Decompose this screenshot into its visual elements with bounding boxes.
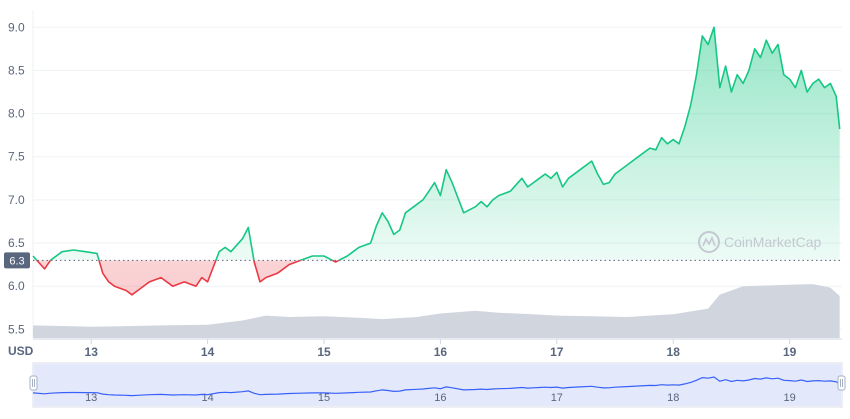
coinmarketcap-logo-mark xyxy=(702,236,716,247)
volume-shape xyxy=(33,284,840,338)
navigator-tick-label: 15 xyxy=(318,392,330,404)
navigator-tick-label: 18 xyxy=(667,392,679,404)
x-axis: 13 14 15 16 17 18 19 xyxy=(33,338,842,359)
navigator-tick-label: 13 xyxy=(85,392,97,404)
volume-area xyxy=(33,284,840,338)
range-navigator[interactable]: 13 14 15 16 17 18 19 xyxy=(29,362,846,408)
price-line-down xyxy=(35,260,341,296)
baseline-tag-box xyxy=(4,252,30,269)
y-tick-label: 9.0 xyxy=(8,20,25,34)
x-tick-label: 14 xyxy=(201,345,215,359)
watermark-text: CoinMarketCap xyxy=(724,234,821,250)
y-tick-label: 6.0 xyxy=(8,279,25,293)
navigator-ticks: 13 14 15 16 17 18 19 xyxy=(85,392,796,404)
watermark: CoinMarketCap xyxy=(698,231,821,253)
area-below-baseline xyxy=(36,260,339,295)
navigator-left-handle[interactable] xyxy=(29,375,38,391)
x-tick-label: 13 xyxy=(85,345,99,359)
area-above-baseline xyxy=(33,27,840,261)
currency-label: USD xyxy=(8,344,34,358)
navigator-tick-label: 19 xyxy=(783,392,795,404)
y-tick-label: 7.0 xyxy=(8,193,25,207)
x-tick-label: 17 xyxy=(550,345,564,359)
y-tick-label: 5.5 xyxy=(8,322,25,336)
y-tick-label: 7.5 xyxy=(8,150,25,164)
x-tick-label: 19 xyxy=(783,345,797,359)
price-area-fills xyxy=(33,27,840,295)
y-tick-label: 6.5 xyxy=(8,236,25,250)
navigator-tick-label: 16 xyxy=(434,392,446,404)
navigator-selection[interactable] xyxy=(34,364,841,406)
x-tick-label: 16 xyxy=(434,345,448,359)
navigator-price-line xyxy=(32,376,841,397)
x-tick-label: 18 xyxy=(667,345,681,359)
navigator-tick-label: 17 xyxy=(551,392,563,404)
baseline-tag: 6.3 xyxy=(4,252,30,269)
coinmarketcap-logo-icon xyxy=(698,231,720,253)
baseline-tag-label: 6.3 xyxy=(9,255,24,267)
y-tick-label: 8.5 xyxy=(8,63,25,77)
x-tick-label: 15 xyxy=(317,345,331,359)
price-lines xyxy=(32,26,841,296)
price-line-up xyxy=(32,26,841,261)
y-axis: 9.0 8.5 8.0 7.5 7.0 6.5 6.0 5.5 xyxy=(8,20,25,336)
y-tick-label: 8.0 xyxy=(8,107,25,121)
navigator-right-handle[interactable] xyxy=(837,375,846,391)
